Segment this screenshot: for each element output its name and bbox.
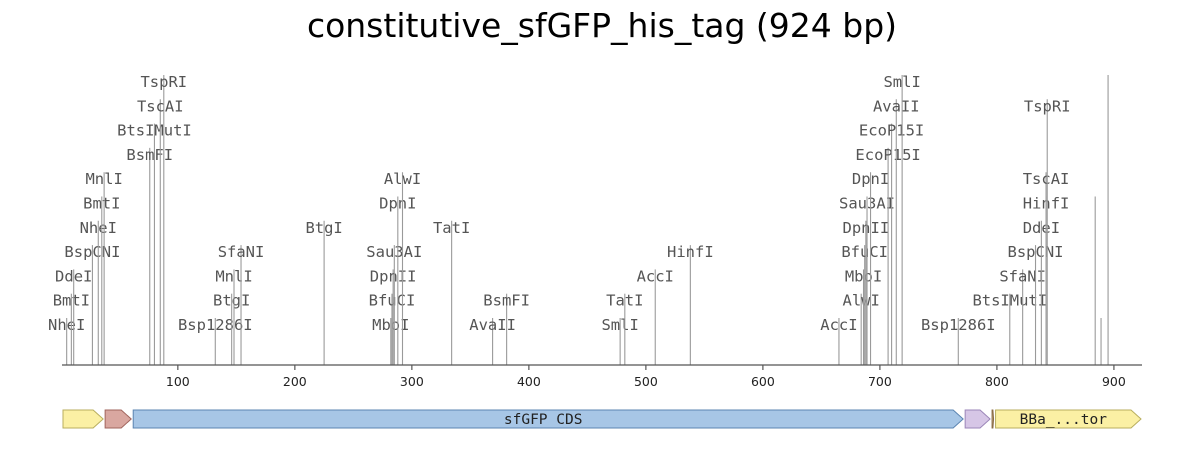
- axis-tick-label: 400: [517, 374, 541, 389]
- cut-site-label: NheI: [80, 219, 117, 237]
- cut-site-label: AlwI: [843, 292, 880, 310]
- cut-site-label: BtsIMutI: [117, 122, 192, 140]
- feature-small-spacer: [991, 409, 995, 429]
- axis-tick-label: 600: [751, 374, 775, 389]
- feature-terminator: [995, 409, 1142, 429]
- cut-site-label: HinfI: [667, 243, 714, 261]
- cut-site-label: BsmFI: [126, 146, 173, 164]
- feature-sfgfp-cds-label: sfGFP CDS: [504, 412, 583, 428]
- cut-site-label: BsmFI: [483, 292, 530, 310]
- cut-site-label: TatI: [606, 292, 643, 310]
- cut-site-label: TatI: [433, 219, 470, 237]
- axis-tick-label: 200: [283, 374, 307, 389]
- cut-site-label: BspCNI: [1008, 243, 1064, 261]
- cut-site-label: AvaII: [873, 97, 920, 115]
- feature-terminator-label: BBa_...tor: [1020, 412, 1108, 428]
- axis-ticks: 100 200 300 400 500 600 700 800 900: [166, 365, 1126, 389]
- cut-site-label: BfuCI: [369, 292, 416, 310]
- cut-site-label: DpnI: [852, 170, 889, 188]
- cut-site-label: DpnII: [370, 267, 417, 285]
- axis-tick-label: 900: [1102, 374, 1126, 389]
- cut-site-label: EcoP15I: [855, 146, 920, 164]
- axis-tick-label: 700: [868, 374, 892, 389]
- cut-site-label: BtgI: [305, 219, 342, 237]
- axis-tick-label: 100: [166, 374, 190, 389]
- feature-rbs: [104, 409, 132, 429]
- cut-site-label: MnlI: [85, 170, 122, 188]
- cut-site-label: BtgI: [213, 292, 250, 310]
- cut-site-label: BspCNI: [64, 243, 120, 261]
- cut-site-label: TspRI: [140, 73, 187, 91]
- cut-site-label: TspRI: [1024, 97, 1071, 115]
- cut-site-label: DdeI: [55, 267, 92, 285]
- axis-tick-label: 300: [400, 374, 424, 389]
- feature-his-tag: [964, 409, 991, 429]
- cut-site-label: BmtI: [53, 292, 90, 310]
- cut-site-label: AvaII: [469, 316, 516, 334]
- cut-site-label: SmlI: [601, 316, 638, 334]
- cut-site-label: AccI: [637, 267, 674, 285]
- cut-site-label: TscAI: [1023, 170, 1070, 188]
- cut-site-label: SmlI: [883, 73, 920, 91]
- cut-site-label: NheI: [48, 316, 85, 334]
- cut-site-label: TscAI: [137, 97, 184, 115]
- cut-site-label: MboI: [372, 316, 409, 334]
- cut-site-label: AccI: [820, 316, 857, 334]
- cut-site-label: Sau3AI: [839, 195, 895, 213]
- cut-site-label: DpnI: [379, 195, 416, 213]
- axis-tick-label: 800: [985, 374, 1009, 389]
- cut-site-label: BmtI: [83, 195, 120, 213]
- cut-site-label: Sau3AI: [366, 243, 422, 261]
- cut-site-label: MnlI: [215, 267, 252, 285]
- feature-promoter-left: [62, 409, 104, 429]
- cut-site-label: AlwI: [384, 170, 421, 188]
- cut-site-label: EcoP15I: [859, 122, 924, 140]
- axis-tick-label: 500: [634, 374, 658, 389]
- feature-track: sfGFP CDS BBa_...tor: [62, 409, 1142, 429]
- cut-site-label: DdeI: [1023, 219, 1060, 237]
- cut-site-label: MboI: [845, 267, 882, 285]
- cut-site-label: Bsp1286I: [921, 316, 996, 334]
- map-title: constitutive_sfGFP_his_tag (924 bp): [307, 6, 897, 45]
- cut-site-label: BfuCI: [841, 243, 888, 261]
- feature-sfgfp-cds: [132, 409, 964, 429]
- cut-site-label: DpnII: [843, 219, 890, 237]
- cut-site-label: SfaNI: [999, 267, 1046, 285]
- restriction-sites: NheIBmtIDdeIBspCNINheIBmtIMnlIBsmFIBtsIM…: [48, 73, 1109, 365]
- cut-site-label: BtsIMutI: [972, 292, 1047, 310]
- cut-site-label: SfaNI: [218, 243, 265, 261]
